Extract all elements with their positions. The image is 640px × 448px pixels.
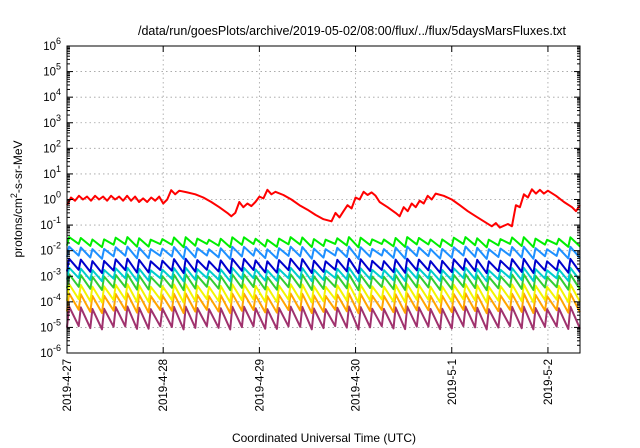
- x-tick-label: 2019-5-2: [543, 359, 555, 405]
- y-tick-base: 10: [40, 271, 53, 283]
- y-tick-label: 101: [43, 164, 61, 181]
- y-tick-base: 10: [43, 195, 56, 207]
- y-tick-exp: -4: [53, 292, 61, 302]
- y-axis-label-sup: 2: [9, 193, 19, 198]
- y-tick-label: 10-5: [40, 317, 61, 334]
- y-tick-base: 10: [43, 118, 56, 130]
- y-tick-label: 10-3: [40, 266, 61, 283]
- y-tick-label: 106: [43, 36, 61, 53]
- y-tick-label: 100: [43, 190, 61, 207]
- y-tick-exp: -6: [53, 343, 61, 353]
- y-tick-base: 10: [40, 297, 53, 309]
- x-axis-ticks: 2019-4-27 2019-4-28 2019-4-29 2019-4-30 2019…: [62, 46, 555, 411]
- y-tick-exp: 1: [56, 164, 61, 174]
- series-line: [66, 188, 581, 229]
- series-line: [66, 292, 581, 315]
- x-tick-label: 2019-5-1: [447, 359, 459, 405]
- x-tick-label: 2019-4-29: [254, 359, 266, 411]
- series-line: [66, 283, 581, 304]
- series-group: [66, 188, 581, 331]
- y-tick-exp: -3: [53, 266, 61, 276]
- y-tick-label: 10-6: [40, 343, 61, 360]
- x-axis-label: Coordinated Universal Time (UTC): [232, 431, 416, 445]
- y-tick-base: 10: [40, 246, 53, 258]
- y-tick-label: 10-1: [40, 215, 61, 232]
- y-axis-ticks: 10-610-510-410-310-210-11001011021031041…: [40, 36, 580, 360]
- y-axis-label: protons/cm2-s-sr-MeV: [9, 140, 25, 257]
- y-axis-label-base: protons/cm: [11, 198, 25, 257]
- y-tick-base: 10: [43, 143, 56, 155]
- y-tick-exp: 4: [56, 87, 61, 97]
- y-tick-exp: -2: [53, 241, 61, 251]
- chart-title: /data/run/goesPlots/archive/2019-05-02/0…: [138, 24, 567, 38]
- y-tick-base: 10: [43, 169, 56, 181]
- y-tick-label: 10-4: [40, 292, 61, 309]
- y-tick-base: 10: [43, 41, 56, 53]
- y-tick-base: 10: [40, 220, 53, 232]
- y-tick-base: 10: [43, 67, 56, 79]
- y-tick-label: 103: [43, 113, 61, 130]
- y-axis-label-rest: -s-sr-MeV: [11, 140, 25, 193]
- y-tick-exp: 2: [56, 138, 61, 148]
- y-tick-label: 104: [43, 87, 61, 104]
- y-tick-exp: 0: [56, 190, 61, 200]
- y-tick-base: 10: [43, 92, 56, 104]
- x-tick-label: 2019-4-27: [62, 359, 74, 411]
- x-tick-label: 2019-4-28: [158, 359, 170, 411]
- y-tick-exp: 5: [56, 62, 61, 72]
- y-tick-label: 102: [43, 138, 61, 155]
- y-tick-base: 10: [40, 322, 53, 334]
- y-tick-label: 105: [43, 62, 61, 79]
- y-tick-exp: -1: [53, 215, 61, 225]
- series-line: [66, 305, 581, 331]
- y-tick-label: 10-2: [40, 241, 61, 258]
- y-tick-exp: 3: [56, 113, 61, 123]
- y-tick-exp: 6: [56, 36, 61, 46]
- y-tick-base: 10: [40, 348, 53, 360]
- y-tick-exp: -5: [53, 317, 61, 327]
- series-line: [66, 266, 581, 283]
- series-line: [66, 245, 581, 260]
- x-tick-label: 2019-4-30: [351, 359, 363, 411]
- series-line: [66, 257, 581, 275]
- series-line: [66, 273, 581, 292]
- series-line: [66, 236, 581, 249]
